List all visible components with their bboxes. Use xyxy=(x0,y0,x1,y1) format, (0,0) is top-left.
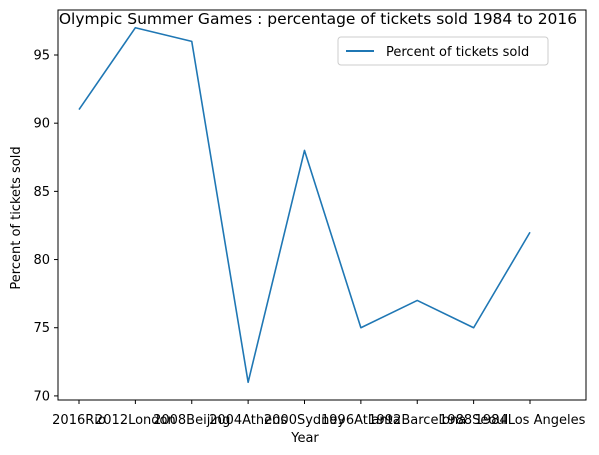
x-tick-label: 2016Rio xyxy=(52,413,106,428)
plot-frame xyxy=(57,9,587,401)
x-tick-label: 2004Athens xyxy=(209,413,287,428)
series-line xyxy=(78,26,531,384)
x-tick-label: 1984Los Angeles xyxy=(475,413,586,428)
y-tick-label: 85 xyxy=(33,185,50,200)
x-tick-label: 2012London xyxy=(95,413,176,428)
y-tick-label: 95 xyxy=(33,49,50,64)
legend-label: Percent of tickets sold xyxy=(386,45,529,60)
y-tick-label: 80 xyxy=(33,253,50,268)
x-tick-label: 1988Seoul xyxy=(439,413,508,428)
x-axis: 2016Rio2012London2008Beijing2004Athens20… xyxy=(52,400,586,428)
y-axis-label: Percent of tickets sold xyxy=(9,146,24,289)
y-axis: 70 75 80 85 90 95 xyxy=(33,49,58,404)
y-tick-label: 70 xyxy=(33,389,50,404)
y-tick-label: 75 xyxy=(33,321,50,336)
x-axis-label: Year xyxy=(290,431,319,446)
x-tick-label: 1996Atlanta xyxy=(321,413,401,428)
chart-title: Olympic Summer Games : percentage of tic… xyxy=(59,10,577,28)
x-tick-label: 2008Beijing xyxy=(153,413,230,428)
y-tick-label: 90 xyxy=(33,117,50,132)
legend-box xyxy=(337,36,549,66)
x-tick-label: 1992Barcelona xyxy=(368,413,466,428)
legend: Percent of tickets sold xyxy=(337,36,549,66)
series-layer xyxy=(78,26,531,384)
x-tick-label: 2000Sydney xyxy=(264,413,346,428)
